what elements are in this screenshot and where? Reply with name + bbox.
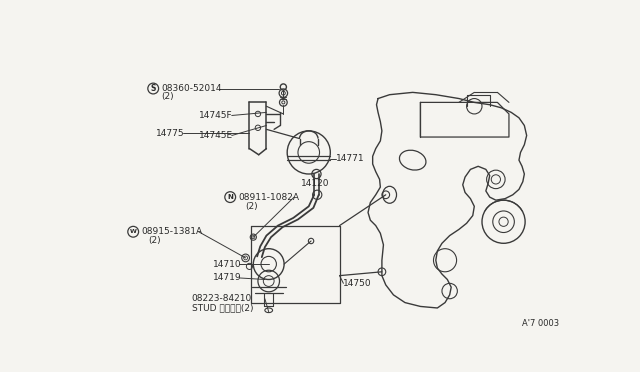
Text: A'7 0003: A'7 0003	[522, 319, 559, 328]
Text: (2): (2)	[148, 237, 161, 246]
Text: 14745E: 14745E	[198, 131, 233, 140]
Text: 14710: 14710	[212, 260, 241, 269]
Text: (2): (2)	[161, 93, 173, 102]
Text: 08223-84210: 08223-84210	[192, 294, 252, 303]
Text: 14120: 14120	[301, 179, 330, 188]
Text: S: S	[150, 84, 156, 93]
Text: 08915-1381A: 08915-1381A	[141, 227, 202, 236]
Text: 08911-1082A: 08911-1082A	[238, 193, 299, 202]
Text: 14719: 14719	[212, 273, 241, 282]
Text: W: W	[130, 229, 136, 234]
Text: 08360-52014: 08360-52014	[161, 84, 221, 93]
Text: 14775: 14775	[156, 129, 185, 138]
Text: 14771: 14771	[336, 154, 364, 163]
Text: 14745F: 14745F	[198, 111, 232, 120]
Text: (2): (2)	[246, 202, 258, 211]
Text: 14750: 14750	[344, 279, 372, 288]
Text: N: N	[227, 194, 233, 200]
Text: STUD スタッド(2): STUD スタッド(2)	[192, 304, 253, 312]
